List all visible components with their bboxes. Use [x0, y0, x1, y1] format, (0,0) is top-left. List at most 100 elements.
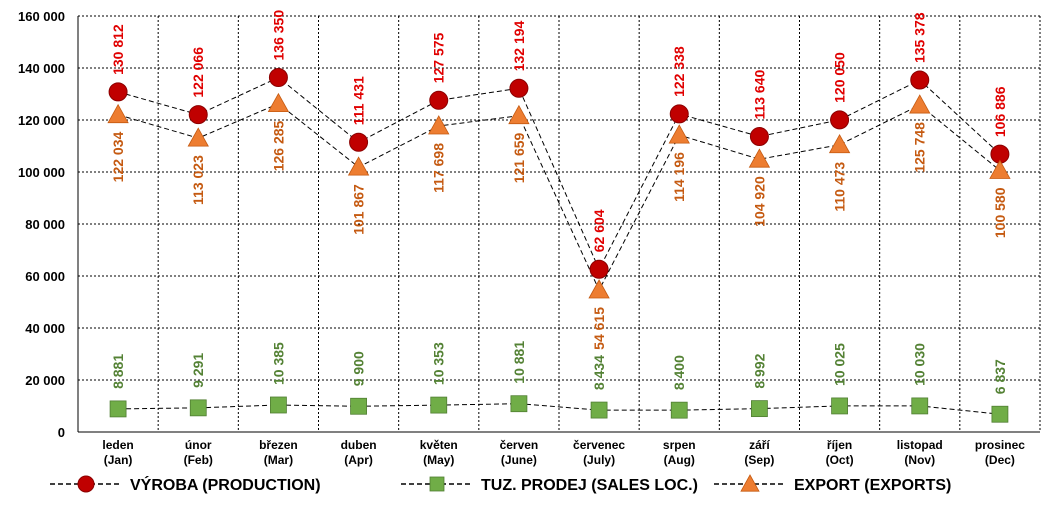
data-label-export: 110 473	[832, 162, 848, 212]
data-label-production: 127 575	[431, 32, 447, 83]
data-label-production: 122 066	[190, 47, 206, 98]
data-label-sales: 9 291	[190, 353, 206, 388]
x-tick-sublabel: (June)	[501, 453, 537, 467]
y-tick-label: 140 000	[18, 61, 65, 76]
data-label-production: 136 350	[270, 10, 286, 61]
x-tick-label: srpen	[663, 438, 696, 452]
x-tick-label: prosinec	[975, 438, 1025, 452]
x-tick-sublabel: (Dec)	[985, 453, 1015, 467]
point-export	[508, 104, 530, 125]
data-label-sales: 8 992	[751, 353, 767, 388]
data-label-production: 120 050	[832, 52, 848, 103]
x-tick-label: červen	[500, 438, 539, 452]
data-label-sales: 8 400	[671, 355, 687, 390]
data-label-export: 126 285	[270, 120, 286, 171]
legend-label-sales: TUZ. PRODEJ (SALES LOC.)	[481, 477, 698, 494]
point-export	[748, 148, 771, 168]
point-production	[429, 90, 449, 110]
data-label-production: 62 604	[591, 209, 607, 252]
data-label-export: 113 023	[190, 155, 206, 205]
data-label-export: 104 920	[751, 176, 767, 227]
x-tick-sublabel: (Oct)	[826, 453, 854, 467]
data-label-sales: 8 881	[110, 354, 126, 389]
y-tick-label: 0	[58, 425, 65, 440]
data-label-production: 130 812	[110, 24, 126, 75]
data-label-export: 114 196	[671, 152, 687, 202]
y-tick-label: 60 000	[25, 269, 65, 284]
x-tick-label: říjen	[827, 438, 852, 452]
point-export	[347, 156, 370, 176]
data-label-production: 113 640	[751, 69, 767, 119]
point-production	[349, 132, 369, 152]
point-export	[428, 115, 450, 135]
point-production	[268, 67, 288, 87]
point-sales	[270, 396, 287, 414]
legend-label-production: VÝROBA (PRODUCTION)	[130, 475, 321, 494]
point-export	[187, 127, 209, 147]
x-tick-label: duben	[341, 438, 377, 452]
data-label-sales: 6 837	[992, 359, 1008, 394]
data-label-production: 106 886	[992, 86, 1008, 137]
x-tick-sublabel: (Sep)	[744, 453, 774, 467]
y-tick-label: 100 000	[18, 165, 65, 180]
data-label-sales: 10 881	[511, 341, 527, 384]
point-export	[267, 92, 290, 113]
x-tick-label: březen	[259, 438, 298, 452]
data-label-production: 122 338	[671, 46, 687, 97]
data-label-export: 54 615	[591, 307, 607, 350]
y-tick-label: 40 000	[25, 321, 65, 336]
data-label-export: 117 698	[431, 143, 447, 193]
data-label-sales: 10 025	[832, 343, 848, 386]
data-label-export: 101 867	[351, 184, 367, 235]
point-production	[108, 82, 128, 102]
data-label-sales: 10 353	[431, 342, 447, 385]
x-tick-sublabel: (Nov)	[904, 453, 935, 467]
y-tick-label: 20 000	[25, 373, 65, 388]
legend-marker-export	[740, 474, 760, 492]
point-production	[509, 78, 529, 98]
point-export	[668, 124, 690, 144]
data-label-export: 121 659	[511, 132, 527, 183]
x-tick-label: leden	[102, 438, 133, 452]
x-tick-sublabel: (May)	[423, 453, 454, 467]
legend-marker-sales	[429, 476, 445, 492]
x-tick-label: listopad	[897, 438, 943, 452]
point-sales	[911, 397, 929, 415]
data-label-export: 122 034	[110, 132, 126, 183]
point-sales	[510, 395, 528, 413]
data-label-export: 125 748	[912, 122, 928, 173]
y-tick-label: 120 000	[18, 113, 65, 128]
x-tick-sublabel: (Feb)	[184, 453, 213, 467]
point-sales	[189, 399, 207, 417]
data-label-sales: 8 434	[591, 355, 607, 390]
point-production	[830, 110, 850, 130]
data-label-sales: 10 030	[912, 343, 928, 386]
series-line-production	[117, 76, 1001, 271]
x-tick-label: září	[749, 438, 770, 452]
point-production	[589, 259, 609, 279]
x-tick-label: květen	[420, 438, 458, 452]
point-sales	[751, 400, 768, 418]
point-production	[188, 105, 208, 125]
data-label-export: 100 580	[992, 187, 1008, 238]
x-tick-label: červenec	[573, 438, 625, 452]
y-tick-label: 160 000	[18, 9, 65, 24]
point-sales	[670, 401, 688, 419]
data-label-production: 135 378	[912, 12, 928, 63]
y-tick-label: 80 000	[25, 217, 65, 232]
point-export	[107, 103, 129, 124]
point-export	[588, 279, 610, 299]
point-export	[909, 94, 931, 114]
data-label-production: 132 194	[511, 20, 527, 71]
point-export	[828, 133, 851, 154]
x-tick-sublabel: (Apr)	[344, 453, 373, 467]
series-line-sales	[118, 403, 1000, 415]
point-sales	[109, 400, 127, 418]
x-tick-sublabel: (July)	[583, 453, 615, 467]
point-production	[910, 70, 930, 90]
x-tick-label: únor	[185, 438, 212, 452]
x-tick-sublabel: (Mar)	[264, 453, 293, 467]
point-sales	[430, 396, 448, 414]
data-label-production: 111 431	[351, 76, 367, 125]
